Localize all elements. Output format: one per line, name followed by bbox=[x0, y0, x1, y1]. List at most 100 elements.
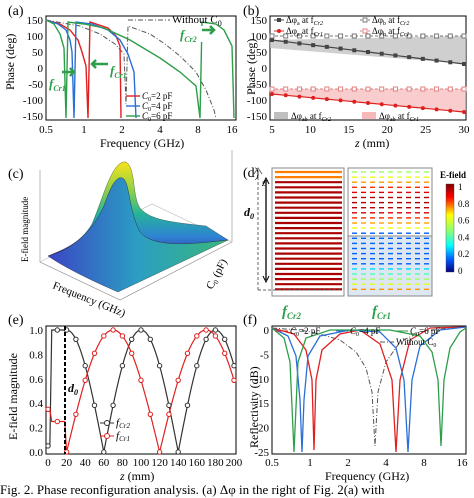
f-xtick: 0.5 bbox=[265, 457, 279, 469]
panel-b-marker-b-fcr2 bbox=[296, 33, 302, 39]
panel-e-marker-fcr1 bbox=[147, 411, 154, 417]
panel-b-marker-b-fcr1 bbox=[338, 86, 344, 92]
f-xtick: 1 bbox=[307, 457, 313, 469]
panel-e-frame bbox=[45, 325, 237, 455]
e-ytick: 1.0 bbox=[29, 325, 43, 337]
panel-c-zlabel: E-field magnitude bbox=[20, 197, 30, 262]
panel-b-marker-a-fcr1 bbox=[352, 99, 357, 104]
panel-f-frame bbox=[271, 325, 467, 455]
a-xtick: 8 bbox=[195, 124, 201, 136]
e-ytick: 0.0 bbox=[29, 447, 43, 459]
panel-e-marker-fcr1 bbox=[222, 350, 228, 356]
a-ytick: 150 bbox=[27, 15, 44, 27]
panel-e-marker-fcr2 bbox=[73, 336, 79, 342]
e-ytick: 0.6 bbox=[29, 374, 43, 386]
panel-a-curve-4pf bbox=[45, 19, 137, 119]
e-xtick: 20 bbox=[61, 457, 73, 469]
panel-a-fcr2-arrow bbox=[202, 25, 216, 35]
panel-e-marker-fcr1 bbox=[184, 350, 191, 356]
panel-b-marker-b-fcr2 bbox=[351, 33, 357, 39]
panel-d-colorbar-tick: 1 bbox=[458, 182, 463, 192]
panel-e-marker-fcr1 bbox=[110, 327, 116, 333]
panel-a-xlabel: Frequency (GHz) bbox=[100, 136, 184, 150]
panel-b-legend-3: Δφb at fCr1 bbox=[372, 26, 409, 38]
panel-b-legend: Δφa at fCr2 Δφb at fCr2 Δφa at fCr1 Δφb … bbox=[274, 15, 419, 123]
panel-e-yticks: 1.0 0.8 0.6 0.4 0.2 0.0 bbox=[29, 325, 43, 459]
b-xtick: 25 bbox=[420, 124, 432, 136]
panel-d: (d) z d0 E-field 10.80.60.40.20 f bbox=[243, 166, 470, 321]
a-ytick: -100 bbox=[23, 95, 44, 107]
panel-b-marker-a-fcr1 bbox=[462, 110, 466, 114]
panel-b-marker-b-fcr2 bbox=[365, 33, 371, 39]
panel-e-marker-fcr1 bbox=[231, 377, 237, 383]
panel-c: (c) E-field magnitude Frequency (GHz) C0… bbox=[8, 150, 233, 320]
e-xtick: 0 bbox=[45, 457, 51, 469]
panel-e-marker-fcr2 bbox=[231, 363, 237, 369]
e-xtick: 140 bbox=[170, 457, 187, 469]
f-ytick: -20 bbox=[254, 423, 269, 435]
b-ytick: -50 bbox=[252, 79, 267, 91]
panel-b-marker-a-fcr2 bbox=[297, 41, 302, 46]
panel-b-marker-a-fcr1 bbox=[366, 101, 370, 105]
panel-a-frame bbox=[45, 15, 237, 121]
panel-a-fcr1-arrow bbox=[90, 59, 108, 69]
panel-b-marker-b-fcr2 bbox=[420, 33, 426, 39]
panel-f-legend: C0=2 pF C0=4 pF C0=6 pF Without C0 bbox=[276, 326, 440, 349]
panel-b-markers bbox=[269, 33, 467, 114]
panel-c-label: (c) bbox=[8, 167, 24, 182]
panel-f-curve-4pf bbox=[271, 326, 467, 453]
e-xtick: 100 bbox=[133, 457, 150, 469]
panel-f-label: (f) bbox=[243, 313, 257, 328]
panel-b-marker-b-fcr2 bbox=[338, 33, 344, 39]
a-ytick: 50 bbox=[32, 47, 44, 59]
a-ytick: -150 bbox=[23, 111, 44, 123]
f-ytick: -10 bbox=[254, 374, 269, 386]
panel-e-marker-fcr1 bbox=[54, 418, 60, 425]
e-xtick: 180 bbox=[207, 457, 224, 469]
panel-b-marker-a-fcr2 bbox=[338, 46, 343, 51]
panel-b-marker-b-fcr2 bbox=[434, 33, 440, 39]
panel-b-marker-a-fcr2 bbox=[420, 56, 425, 61]
panel-a-xticks: 0.5 1 2 4 8 16 bbox=[39, 124, 238, 136]
panel-e-legend: fCr2 fCr1 bbox=[100, 417, 130, 443]
panel-b-marker-b-fcr1 bbox=[434, 86, 440, 92]
panel-b-marker-a-fcr1 bbox=[324, 97, 329, 102]
panel-f-ylabel: Reflectivity (dB) bbox=[247, 366, 261, 448]
panel-b-marker-b-fcr2 bbox=[379, 33, 385, 39]
panel-e-marker-fcr1 bbox=[156, 449, 163, 455]
panel-b-marker-a-fcr1 bbox=[379, 102, 384, 107]
a-ytick: 0 bbox=[38, 63, 44, 75]
panel-e-marker-fcr1 bbox=[119, 333, 126, 339]
panel-e-marker-fcr2 bbox=[91, 402, 98, 409]
panel-b-marker-b-fcr1 bbox=[324, 86, 330, 92]
panel-a-fcr2-bg bbox=[176, 26, 206, 42]
panel-e-marker-fcr1 bbox=[91, 350, 98, 356]
panel-e-d0: d0 bbox=[68, 381, 78, 397]
panel-e-marker-fcr2 bbox=[222, 336, 228, 342]
panel-b-marker-b-fcr1 bbox=[406, 86, 412, 92]
panel-d-colorbar-tick: 0.4 bbox=[458, 232, 470, 242]
a-xtick: 0.5 bbox=[39, 124, 53, 136]
panel-d-fcr2: fCr2 bbox=[282, 304, 302, 321]
panel-e-marker-fcr1 bbox=[129, 350, 135, 356]
panel-b-frame bbox=[269, 15, 467, 121]
panel-b-marker-b-fcr1 bbox=[269, 86, 275, 92]
panel-b-marker-a-fcr1 bbox=[283, 93, 288, 98]
panel-e-label: (e) bbox=[8, 313, 24, 328]
panel-a-legend: C0=2 pF C0=4 pF C0=6 pF bbox=[126, 91, 172, 123]
panel-b-marker-a-fcr2 bbox=[448, 60, 453, 65]
panel-b-marker-b-fcr2 bbox=[310, 33, 316, 39]
e-xtick: 80 bbox=[117, 457, 129, 469]
panel-e-marker-fcr1 bbox=[101, 333, 107, 339]
b-xtick: 20 bbox=[382, 124, 394, 136]
panel-b-marker-a-fcr2 bbox=[434, 58, 439, 63]
panel-b-marker-b-fcr1 bbox=[283, 86, 289, 92]
panel-b-legend-1: Δφb at fCr2 bbox=[372, 15, 409, 27]
panel-e-marker-fcr1 bbox=[73, 411, 79, 417]
panel-f-yticks: 0 -5 -10 -15 -20 -25 bbox=[254, 325, 269, 459]
panel-e-marker-fcr1 bbox=[194, 333, 200, 339]
panel-b-marker-a-fcr2 bbox=[270, 38, 274, 42]
panel-e-marker-fcr2 bbox=[110, 402, 116, 409]
panel-b-label: (b) bbox=[243, 4, 260, 19]
panel-e: (e) E-field magnitude z (mm) 1.0 0.8 0.6 0.… bbox=[6, 313, 243, 483]
